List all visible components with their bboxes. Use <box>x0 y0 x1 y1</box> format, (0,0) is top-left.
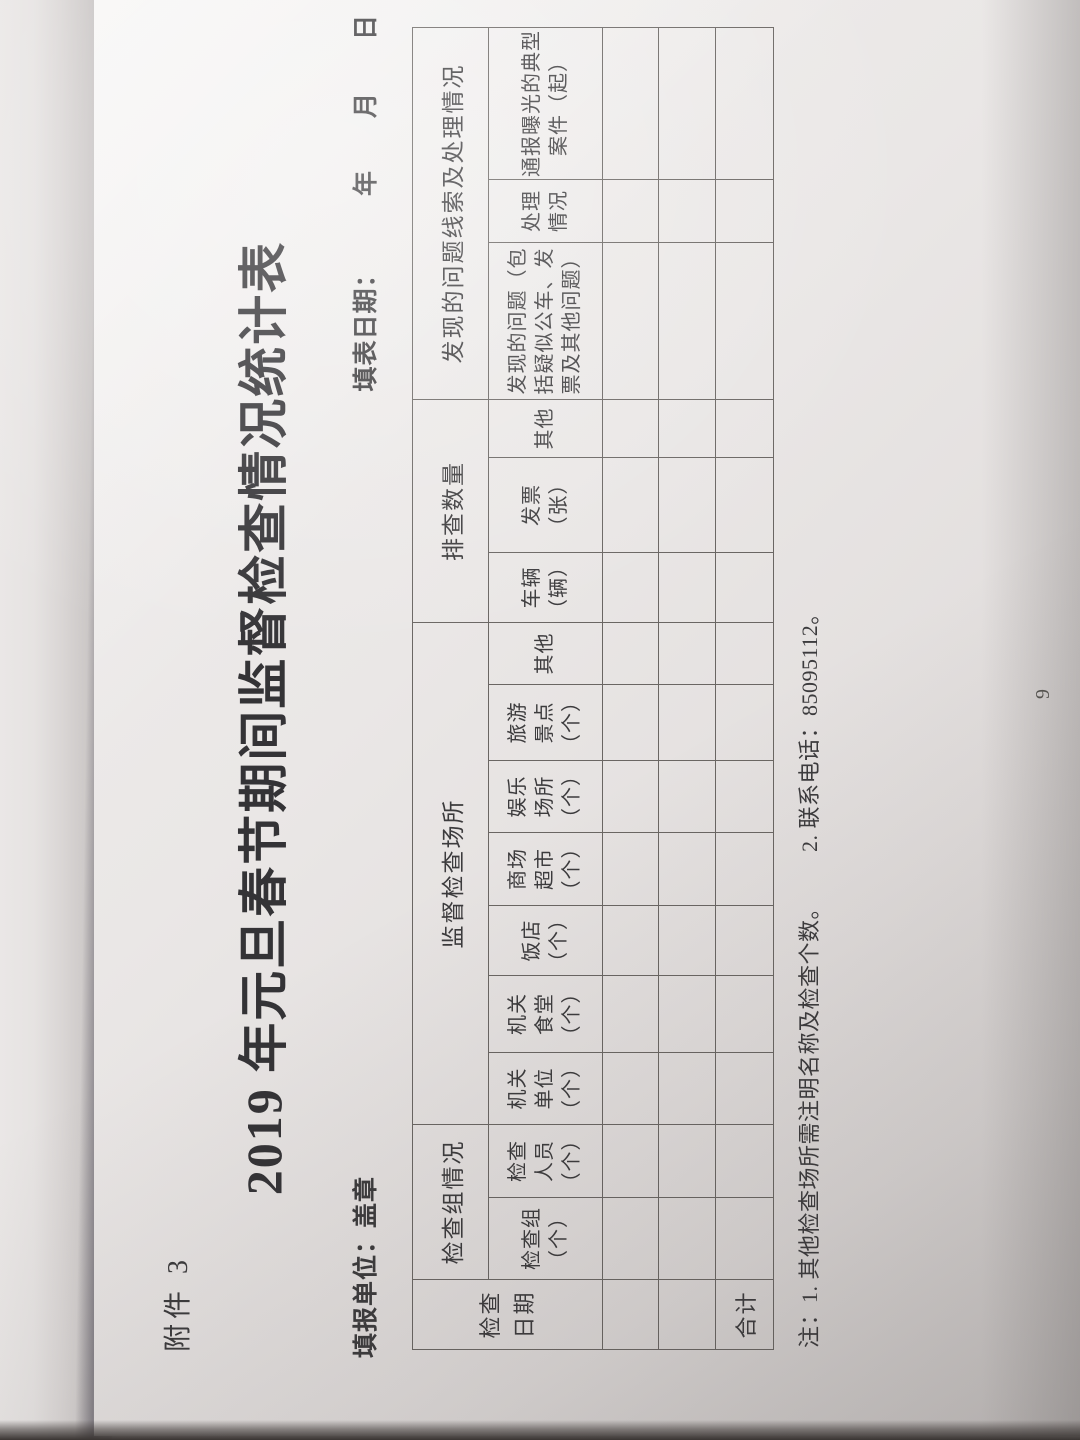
subheader-scenic-spots: 旅游 景点 （个） <box>488 684 603 761</box>
group-header-team: 检查组情况 <box>412 1124 489 1280</box>
table-row <box>602 27 659 1350</box>
table-cell-empty <box>602 552 659 623</box>
table-cell-empty <box>715 552 774 623</box>
table-cell-empty <box>658 1124 716 1198</box>
subheader-restaurants: 饭店 （个） <box>488 905 603 976</box>
table-cell-empty <box>602 905 659 976</box>
table-cell-empty <box>602 760 659 833</box>
footnote: 注：1. 其他检查场所需注明名称及检查个数。 2. 联系电话：85095112。 <box>792 602 824 1348</box>
form-unit-label: 填报单位：盖章 <box>353 1175 380 1358</box>
subheader-gov-canteens: 机关 食堂 （个） <box>488 975 603 1053</box>
table-cell-empty <box>602 832 659 906</box>
table-cell-empty <box>602 179 659 243</box>
table-cell-empty <box>602 1279 659 1350</box>
table-cell-empty <box>658 684 716 761</box>
table-cell-empty <box>715 975 774 1053</box>
statistics-table: 检查 日期 检查组情况 监督检查场所 排查数量 发现的问题线索及处理情况 检查组… <box>412 27 774 1350</box>
subheader-teams: 检查组 （个） <box>488 1197 603 1280</box>
table-cell-empty <box>658 1197 716 1280</box>
table-cell-empty <box>658 832 716 906</box>
table-cell-empty <box>658 242 716 400</box>
table-cell-empty <box>715 1052 774 1125</box>
subheader-places-other: 其他 <box>488 622 603 685</box>
table-cell-empty <box>658 27 716 180</box>
table-cell-empty <box>715 905 774 976</box>
table-cell-empty <box>658 905 716 976</box>
table-cell-empty <box>715 457 774 553</box>
subheader-entertainment: 娱乐 场所 （个） <box>488 760 603 833</box>
table-cell-empty <box>715 760 774 833</box>
table-cell-empty <box>715 832 774 906</box>
table-cell-empty <box>715 27 774 180</box>
total-label: 合计 <box>715 1279 774 1350</box>
subheader-handling: 处理 情况 <box>488 179 603 243</box>
form-meta-row: 填报单位：盖章 填表日期： 年 月 日 <box>346 14 382 1358</box>
subheader-vehicles: 车辆 （辆） <box>488 552 603 623</box>
page-number: 9 <box>1032 689 1054 699</box>
table-cell-empty <box>658 457 716 553</box>
group-header-places: 监督检查场所 <box>412 622 489 1125</box>
table-cell-empty <box>715 1124 774 1198</box>
table-row <box>658 27 716 1350</box>
table-cell-empty <box>658 1279 716 1350</box>
group-header-problems: 发现的问题线索及处理情况 <box>412 27 489 400</box>
table-cell-empty <box>602 622 659 685</box>
table-cell-empty <box>602 1124 659 1198</box>
subheader-problems-found: 发现的问题（包 括疑似公车、发 票及其他问题） <box>488 242 603 400</box>
photo-bottom-shadow <box>0 1420 1080 1440</box>
header-inspection-date: 检查 日期 <box>412 1279 603 1350</box>
table-cell-empty <box>658 760 716 833</box>
footnote-item-2: 2. 联系电话：85095112。 <box>797 602 822 852</box>
subheader-invoices: 发票（张） <box>488 457 603 553</box>
subheader-malls: 商场 超市 （个） <box>488 832 603 906</box>
total-row: 合计 <box>715 27 774 1350</box>
form-date-label: 填表日期： 年 月 日 <box>353 14 380 392</box>
table-cell-empty <box>658 1052 716 1125</box>
group-header-quantity: 排查数量 <box>412 399 489 623</box>
table-cell-empty <box>602 242 659 400</box>
table-cell-empty <box>715 179 774 243</box>
attachment-label: 附件 3 <box>163 1254 194 1352</box>
table-cell-empty <box>602 1197 659 1280</box>
table-cell-empty <box>602 1052 659 1125</box>
table-cell-empty <box>715 1197 774 1280</box>
table-cell-empty <box>602 399 659 458</box>
table-cell-empty <box>715 622 774 685</box>
table-cell-empty <box>658 552 716 623</box>
table-cell-empty <box>658 622 716 685</box>
subheader-inspectors: 检查 人员 （个） <box>488 1124 603 1198</box>
table-cell-empty <box>658 975 716 1053</box>
subheader-quantity-other: 其他 <box>488 399 603 458</box>
table-cell-empty <box>602 684 659 761</box>
paper-sheet: 附件 3 2019 年元旦春节期间监督检查情况统计表 填报单位：盖章 填表日期：… <box>94 0 1080 1436</box>
table-cell-empty <box>602 27 659 180</box>
footnote-item-1: 注：1. 其他检查场所需注明名称及检查个数。 <box>797 896 822 1348</box>
table-cell-empty <box>658 179 716 243</box>
page-title: 2019 年元旦春节期间监督检查情况统计表 <box>236 240 292 1196</box>
table-cell-empty <box>658 399 716 458</box>
subheader-gov-units: 机关 单位 （个） <box>488 1052 603 1125</box>
table-cell-empty <box>715 684 774 761</box>
table-cell-empty <box>715 399 774 458</box>
table-cell-empty <box>715 242 774 400</box>
subheader-exposed-cases: 通报曝光的典型 案件（起） <box>488 27 603 180</box>
table-cell-empty <box>602 975 659 1053</box>
table-cell-empty <box>602 457 659 553</box>
